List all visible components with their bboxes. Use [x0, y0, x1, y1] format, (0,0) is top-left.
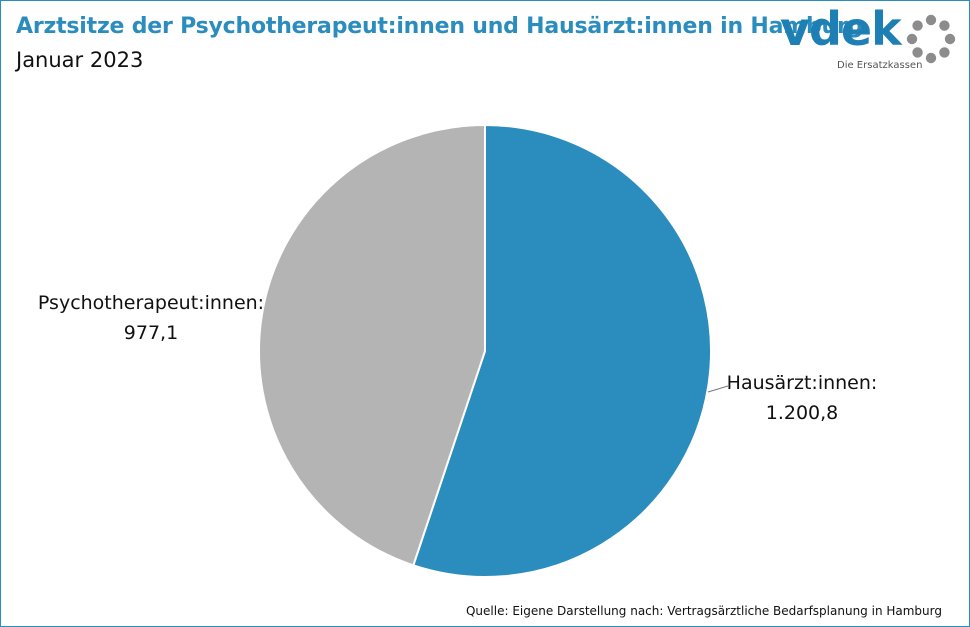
logo-dot — [906, 33, 918, 45]
slice-label-psychotherapeut-name: Psychotherapeut:innen: — [37, 292, 265, 314]
logo-tagline: Die Ersatzkassen — [837, 60, 923, 71]
slice-label-hausarzt: Hausärzt:innen: 1.200,8 — [722, 368, 882, 428]
pie-slice-hausarzt — [412, 123, 712, 578]
source-note: Quelle: Eigene Darstellung nach: Vertrag… — [465, 604, 942, 618]
slice-label-psychotherapeut: Psychotherapeut:innen: 977,1 — [36, 288, 266, 348]
logo-dot — [925, 14, 937, 26]
slice-label-psychotherapeut-value: 977,1 — [123, 322, 179, 344]
logo-wordmark: vdek — [780, 2, 902, 56]
logo-dot — [925, 52, 937, 64]
chart-title: Arztsitze der Psychotherapeut:innen und … — [16, 14, 864, 39]
ring-of-dots-icon — [906, 14, 956, 64]
logo-dot — [912, 47, 923, 58]
logo-dot — [939, 47, 950, 58]
pie-slice-psychotherapeut — [258, 123, 486, 567]
slice-label-hausarzt-name: Hausärzt:innen: — [726, 372, 878, 394]
slice-label-hausarzt-value: 1.200,8 — [765, 402, 839, 424]
chart-subtitle: Januar 2023 — [16, 48, 144, 72]
leader-line-hausarzt — [707, 385, 729, 393]
logo-dot — [912, 20, 923, 31]
logo-dot — [939, 20, 950, 31]
logo-dot — [944, 33, 956, 45]
vdek-logo: vdek Die Ersatzkassen — [780, 2, 960, 76]
